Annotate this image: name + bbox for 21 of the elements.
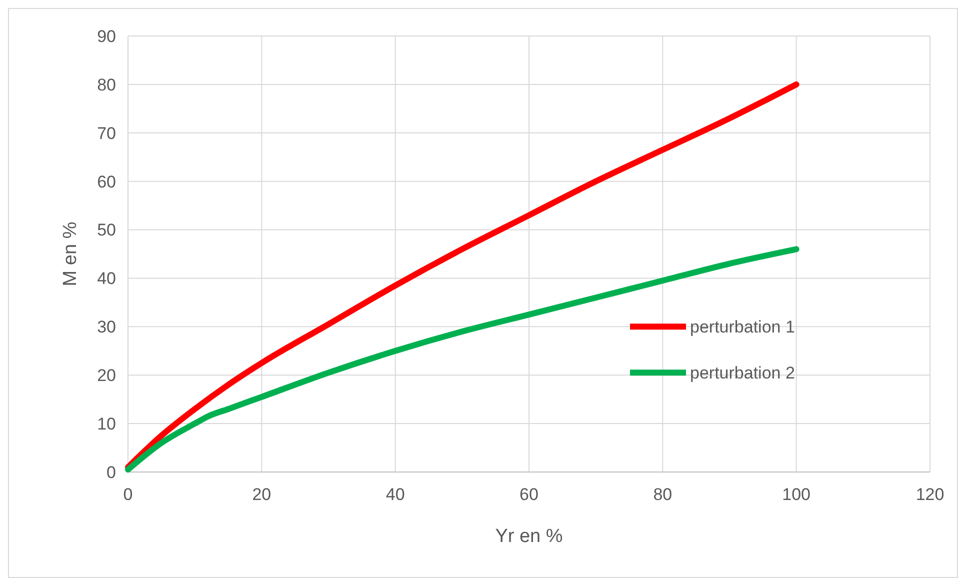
- y-tick-label: 40: [97, 269, 116, 288]
- legend-label: perturbation 2: [690, 364, 795, 383]
- y-axis-title: M en %: [60, 222, 81, 286]
- x-tick-label: 60: [520, 485, 538, 504]
- y-tick-label: 10: [97, 414, 116, 434]
- y-tick-label: 20: [97, 366, 116, 386]
- y-tick-label: 60: [97, 172, 116, 192]
- x-tick-label: 20: [252, 485, 272, 504]
- y-tick-label: 50: [97, 220, 116, 240]
- x-tick-label: 120: [916, 485, 944, 504]
- x-tick-label: 40: [386, 485, 405, 504]
- x-axis-title: Yr en %: [495, 526, 563, 547]
- y-tick-label: 90: [97, 26, 116, 46]
- x-tick-label: 0: [123, 485, 133, 504]
- x-tick-label: 100: [782, 485, 811, 504]
- y-tick-label: 80: [97, 75, 116, 94]
- y-tick-label: 0: [106, 462, 116, 482]
- legend-label: perturbation 1: [690, 318, 795, 337]
- y-tick-label: 70: [97, 124, 116, 143]
- x-tick-label: 80: [653, 485, 672, 504]
- y-tick-label: 30: [97, 318, 116, 337]
